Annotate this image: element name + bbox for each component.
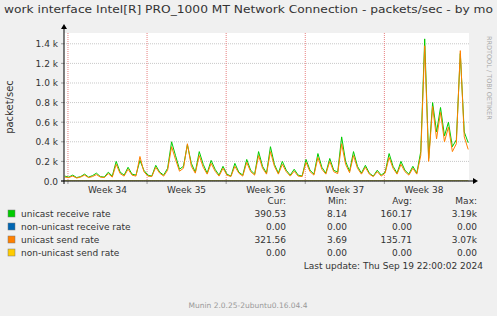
y-grid-line xyxy=(64,161,469,162)
legend-stat: 8.14 xyxy=(327,209,347,219)
legend-label: non-unicast send rate xyxy=(21,248,120,258)
legend-header: Cur: xyxy=(267,196,286,206)
y-tick-label: 0.2 k xyxy=(36,157,59,167)
legend-swatch xyxy=(8,249,15,256)
background xyxy=(0,0,497,316)
y-tick-label: 0.4 k xyxy=(36,137,59,147)
series-line xyxy=(65,39,468,178)
legend-stat: 3.07k xyxy=(452,235,478,245)
y-grid-line xyxy=(64,63,469,64)
legend-stat: 160.17 xyxy=(381,209,413,219)
y-tick-label: 0.8 k xyxy=(36,98,59,108)
x-tick-label: Week 38 xyxy=(404,185,443,195)
legend-stat: 0.00 xyxy=(392,248,412,258)
x-grid-line xyxy=(67,33,68,181)
x-grid-line xyxy=(384,33,385,181)
y-tick-label: 1.4 k xyxy=(36,39,59,49)
legend-swatch xyxy=(8,210,15,217)
legend-stat: 321.56 xyxy=(255,235,287,245)
x-tick-label: Week 37 xyxy=(325,185,364,195)
legend-label: unicast send rate xyxy=(21,235,100,245)
y-tick-label: 0.0 xyxy=(44,177,59,187)
chart: work interface Intel[R] PRO_1000 MT Netw… xyxy=(0,0,497,316)
series-group xyxy=(65,39,468,181)
y-grid-line xyxy=(64,122,469,123)
y-tick-label: 1.0 k xyxy=(36,78,59,88)
x-tick-label: Week 34 xyxy=(88,185,127,195)
legend-label: non-unicast receive rate xyxy=(21,222,131,232)
last-update: Last update: Thu Sep 19 22:00:02 2024 xyxy=(304,261,484,271)
y-axis-label: packet/sec xyxy=(4,80,15,134)
legend-stat: 0.00 xyxy=(266,248,286,258)
plot-area xyxy=(64,33,469,181)
y-axis xyxy=(64,28,65,184)
x-grid-line xyxy=(147,33,148,181)
y-grid-line xyxy=(64,43,469,44)
x-tick-label: Week 36 xyxy=(246,185,285,195)
x-grid-line xyxy=(305,33,306,181)
title: work interface Intel[R] PRO_1000 MT Netw… xyxy=(4,3,493,16)
y-axis-arrow xyxy=(61,24,67,29)
x-axis-arrow xyxy=(473,178,478,184)
legend-swatch xyxy=(8,223,15,230)
legend-stat: 0.00 xyxy=(266,222,286,232)
y-grid-line xyxy=(64,141,469,142)
legend-stat: 0.00 xyxy=(327,248,347,258)
x-grid-line xyxy=(226,33,227,181)
y-grid-line xyxy=(64,82,469,83)
legend-stat: 0.00 xyxy=(392,222,412,232)
y-grid-line xyxy=(64,102,469,103)
legend-stat: 0.00 xyxy=(327,222,347,232)
legend-header: Min: xyxy=(328,196,347,206)
footer: Munin 2.0.25-2ubuntu0.16.04.4 xyxy=(188,301,307,310)
y-tick-label: 0.6 k xyxy=(36,118,59,128)
legend-header: Avg: xyxy=(392,196,412,206)
legend-stat: 135.71 xyxy=(381,235,413,245)
legend-stat: 390.53 xyxy=(255,209,287,219)
legend-stat: 0.00 xyxy=(457,222,477,232)
x-axis xyxy=(61,181,474,182)
legend-swatch xyxy=(8,236,15,243)
legend-stat: 3.69 xyxy=(327,235,347,245)
legend-stat: 3.19k xyxy=(452,209,478,219)
legend-header: Max: xyxy=(455,196,477,206)
x-tick-label: Week 35 xyxy=(167,185,206,195)
series-line xyxy=(65,46,468,178)
y-tick-label: 1.2 k xyxy=(36,59,59,69)
legend-stat: 0.00 xyxy=(457,248,477,258)
watermark: RRDTOOL / TOBI OETIKER xyxy=(485,36,493,120)
legend-label: unicast receive rate xyxy=(21,209,111,219)
